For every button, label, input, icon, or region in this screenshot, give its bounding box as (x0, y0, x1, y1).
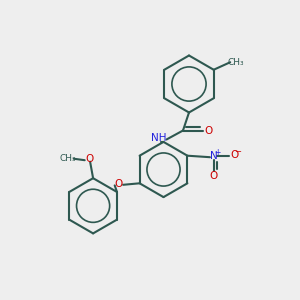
Text: CH₃: CH₃ (60, 154, 76, 163)
Text: NH: NH (151, 133, 167, 143)
Text: O: O (209, 171, 217, 181)
Text: −: − (235, 147, 242, 156)
Text: +: + (214, 148, 220, 157)
Text: O: O (204, 125, 213, 136)
Text: CH₃: CH₃ (227, 58, 244, 67)
Text: N: N (210, 151, 218, 161)
Text: O: O (85, 154, 94, 164)
Text: O: O (115, 179, 123, 189)
Text: O: O (230, 150, 238, 161)
